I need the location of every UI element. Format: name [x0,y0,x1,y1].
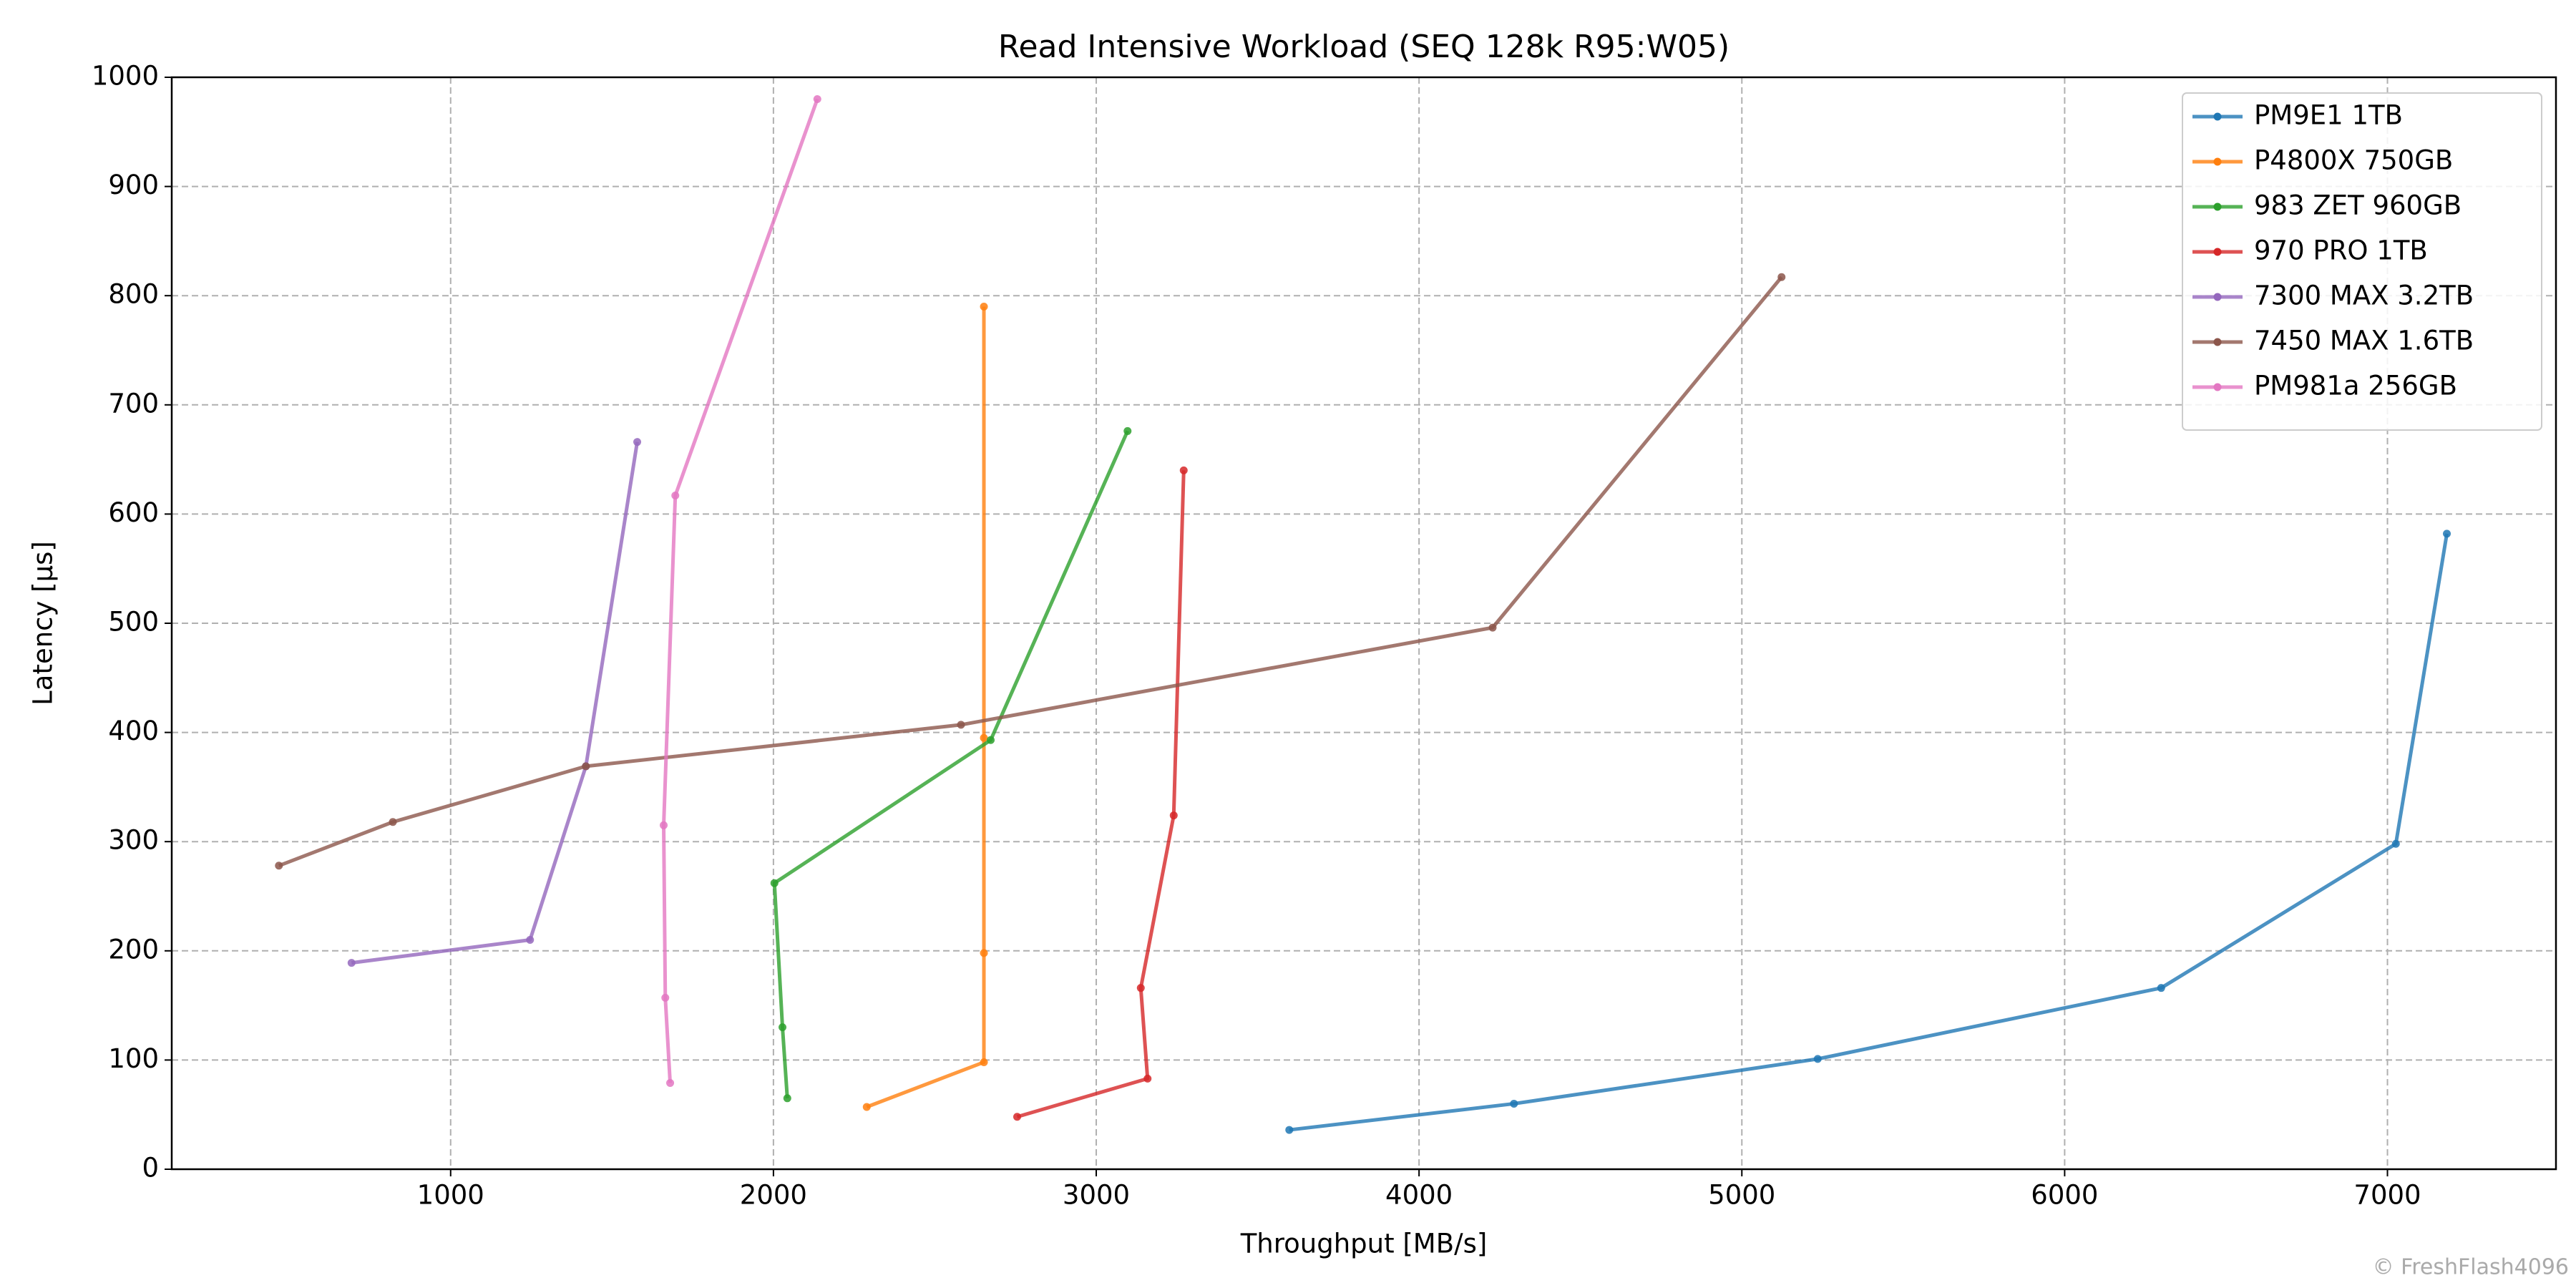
data-point [1136,984,1145,992]
y-tick-label: 800 [108,279,159,310]
x-tick-label: 4000 [1385,1180,1453,1211]
data-point [2391,839,2400,848]
data-point [1013,1113,1021,1121]
data-point [770,879,779,887]
y-tick-label: 600 [108,497,159,528]
series-line [1016,470,1186,1119]
y-tick-label: 0 [142,1153,159,1184]
data-point [783,1094,791,1103]
watermark: © FreshFlash4096 [2373,1255,2569,1280]
series-line [278,275,1783,868]
legend-marker [2213,338,2222,346]
x-tick-label: 6000 [2031,1180,2098,1211]
legend-marker [2213,293,2222,301]
data-point [666,1078,675,1087]
series-line [662,98,819,1083]
data-point [813,95,821,104]
legend-label: PM9E1 1TB [2254,100,2403,131]
y-tick-label: 900 [108,170,159,200]
y-tick-label: 200 [108,934,159,965]
data-point [980,949,988,957]
data-point [275,862,283,870]
legend-marker [2213,383,2222,391]
data-point [1143,1074,1152,1083]
data-point [526,936,535,945]
data-point [980,1058,988,1066]
data-point [633,438,642,447]
data-point [389,818,397,826]
legend-label: 983 ZET 960GB [2254,190,2462,221]
data-point [2443,530,2451,538]
y-tick-label: 100 [108,1043,159,1074]
data-point [2157,984,2165,992]
data-point [862,1103,871,1111]
x-tick-label: 5000 [1708,1180,1775,1211]
data-point [1777,273,1786,281]
y-axis-label: Latency [µs] [28,541,59,706]
data-point [1285,1126,1294,1134]
legend-label: 7450 MAX 1.6TB [2254,326,2474,356]
y-tick-label: 300 [108,825,159,856]
x-tick-label: 2000 [740,1180,807,1211]
data-point [1169,811,1178,820]
data-point [980,733,988,742]
plot-frame [170,76,2557,1171]
legend-label: PM981a 256GB [2254,371,2457,401]
series-line [351,441,639,965]
legend-marker [2213,203,2222,211]
data-point [957,721,965,729]
y-tick-label: 400 [108,716,159,746]
legend-marker [2213,157,2222,166]
legend: PM9E1 1TB P4800X 750GB 983 ZET 960GB 970 PR… [2182,92,2542,431]
data-point [1179,466,1188,474]
y-tick-label: 500 [108,607,159,638]
data-point [987,736,995,744]
data-point [1488,623,1497,632]
x-tick-label: 3000 [1063,1180,1130,1211]
data-point [671,491,680,499]
y-tick-label: 700 [108,388,159,419]
data-point [660,821,668,829]
x-tick-label: 7000 [2353,1180,2421,1211]
chart-title: Read Intensive Workload (SEQ 128k R95:W0… [998,29,1729,65]
legend-label: 7300 MAX 3.2TB [2254,280,2474,311]
data-point [582,762,590,771]
data-point [980,302,988,311]
data-point [347,959,356,967]
legend-box [2182,92,2542,431]
x-axis-label: Throughput [MB/s] [1240,1229,1488,1259]
data-point [1123,426,1132,435]
data-point [1813,1055,1822,1063]
legend-marker [2213,112,2222,121]
legend-label: P4800X 750GB [2254,145,2453,176]
data-point [779,1023,787,1032]
series-line [772,430,1130,1098]
data-point [661,993,670,1002]
legend-label: 970 PRO 1TB [2254,235,2428,266]
x-tick-label: 1000 [417,1180,484,1211]
legend-marker [2213,248,2222,256]
series-line [1289,533,2449,1132]
series-line [866,306,986,1109]
y-tick-label: 1000 [92,61,159,92]
data-point [1510,1099,1518,1108]
